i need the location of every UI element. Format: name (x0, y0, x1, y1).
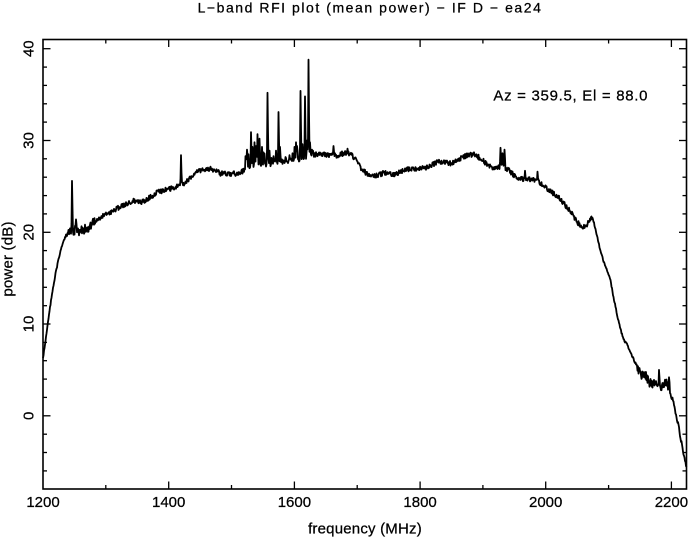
svg-text:frequency (MHz): frequency (MHz) (308, 521, 422, 538)
svg-text:1800: 1800 (403, 494, 436, 511)
svg-text:10: 10 (21, 316, 38, 333)
svg-text:30: 30 (21, 132, 38, 149)
svg-text:2200: 2200 (655, 494, 688, 511)
svg-text:40: 40 (21, 40, 38, 57)
svg-text:1400: 1400 (152, 494, 185, 511)
svg-text:L−band RFI plot (mean power) −: L−band RFI plot (mean power) − IF D − ea… (198, 0, 543, 16)
svg-text:2000: 2000 (529, 494, 562, 511)
svg-text:0: 0 (21, 412, 38, 420)
svg-text:20: 20 (21, 224, 38, 241)
svg-text:Az = 359.5, El = 88.0: Az = 359.5, El = 88.0 (493, 88, 648, 105)
svg-text:power (dB): power (dB) (0, 221, 17, 296)
svg-text:1600: 1600 (278, 494, 311, 511)
svg-text:1200: 1200 (26, 494, 59, 511)
